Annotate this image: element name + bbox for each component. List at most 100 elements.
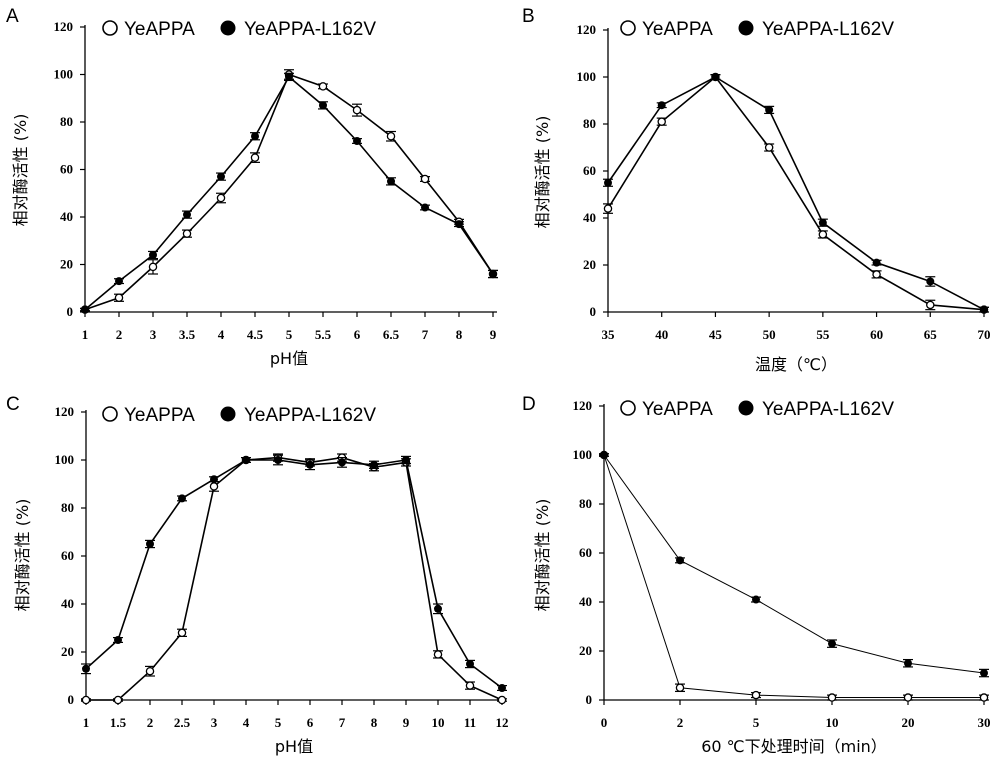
data-point-filled [752,595,760,604]
y-tick-label: 60 [579,545,592,560]
data-point-open [81,695,91,705]
data-point-open [751,690,761,700]
data-point-filled [242,456,250,464]
legend-label: YeAPPA [642,19,713,40]
y-tick-label: 40 [61,596,74,611]
x-tick-label: 6 [307,715,314,730]
series-yeappa [80,69,498,314]
data-point-filled [421,203,429,212]
x-tick-label: 65 [924,327,938,342]
data-point-open [827,693,837,702]
data-point-open [979,693,989,702]
x-tick-label: 12 [496,715,509,730]
data-point-filled [604,178,612,187]
data-point-open [145,666,155,676]
x-tick-label: 70 [978,327,991,342]
data-point-open [926,300,935,310]
x-tick-label: 4 [243,715,250,730]
data-point-open [903,693,913,702]
data-point-filled [387,177,395,186]
legend: YeAPPA YeAPPA-L162V [102,405,376,426]
legend-marker-open [102,406,118,422]
legend-marker-open [620,20,636,36]
legend-label: YeAPPA [642,399,713,420]
x-tick-label: 4.5 [247,327,264,342]
x-tick-label: 11 [464,715,476,730]
data-point-filled [872,258,881,267]
data-point-filled [353,137,361,145]
x-tick-label: 35 [602,327,616,342]
x-tick-label: 5 [286,327,293,342]
data-point-filled [676,556,684,565]
data-point-filled [115,277,123,286]
x-tick-label: 9 [403,715,410,730]
y-tick-label: 120 [573,398,593,413]
data-point-filled [765,105,774,114]
data-point-open [182,229,192,238]
y-tick-label: 20 [579,643,592,658]
x-tick-label: 7 [422,327,429,342]
data-point-filled [980,669,988,678]
x-axis-label: pH值 [270,349,308,368]
data-point-filled [319,101,327,110]
data-point-open [818,230,828,239]
legend: YeAPPA YeAPPA-L162V [620,19,894,40]
legend-label: YeAPPA [124,19,195,40]
x-tick-label: 10 [432,715,445,730]
data-point-filled [455,220,463,229]
data-point-open [148,262,158,272]
panel-letter: A [6,6,19,27]
data-point-filled [489,270,497,278]
y-axis-label: 相对酶活性 (%) [533,116,552,229]
data-point-filled [146,540,154,548]
data-point-filled [600,451,608,459]
series-yeappa-l162v [603,73,989,314]
data-point-open [433,650,443,659]
panel-a: A 0 20 40 60 80 100 120 1 2 3 3.5 4 4.5 5 5.5 6 6.5 7 8 9 pH值… [6,6,498,368]
data-point-filled [178,494,186,503]
panel-letter: B [522,6,535,27]
data-point-filled [466,660,474,668]
x-axis-label: pH值 [275,737,313,756]
legend-label: YeAPPA [124,405,195,426]
x-tick-label: 45 [709,327,723,342]
data-point-filled [434,604,442,613]
y-tick-label: 60 [60,162,73,177]
legend: YeAPPA YeAPPA-L162V [620,399,894,420]
x-tick-label: 9 [490,327,497,342]
series-yeappa [599,450,989,702]
data-point-open [114,293,124,302]
data-point-open [352,105,362,115]
legend: YeAPPA YeAPPA-L162V [102,19,376,40]
series-line [607,75,985,311]
data-point-filled [306,460,314,469]
data-point-filled [818,218,827,227]
legend-marker-filled [738,20,754,36]
y-tick-label: 120 [55,404,75,419]
series-yeappa-l162v [80,72,498,314]
x-tick-label: 10 [826,715,839,730]
y-tick-label: 20 [61,644,74,659]
x-tick-label: 20 [902,715,915,730]
y-tick-label: 100 [54,67,74,82]
data-point-filled [183,210,191,219]
y-tick-label: 40 [583,210,596,225]
y-tick-label: 80 [579,496,592,511]
data-point-filled [251,132,259,141]
panel-letter: D [522,394,536,415]
y-tick-label: 120 [577,22,597,37]
y-tick-label: 100 [577,69,597,84]
data-point-filled [980,305,988,314]
data-point-open [250,153,260,162]
x-tick-label: 8 [371,715,378,730]
data-point-filled [370,460,378,469]
y-tick-label: 20 [60,257,73,272]
x-tick-label: 2 [677,715,684,730]
x-tick-label: 1 [83,715,90,730]
series-yeappa-l162v [81,454,507,692]
series-line [84,75,494,311]
data-point-filled [926,277,935,286]
y-tick-label: 60 [583,163,596,178]
